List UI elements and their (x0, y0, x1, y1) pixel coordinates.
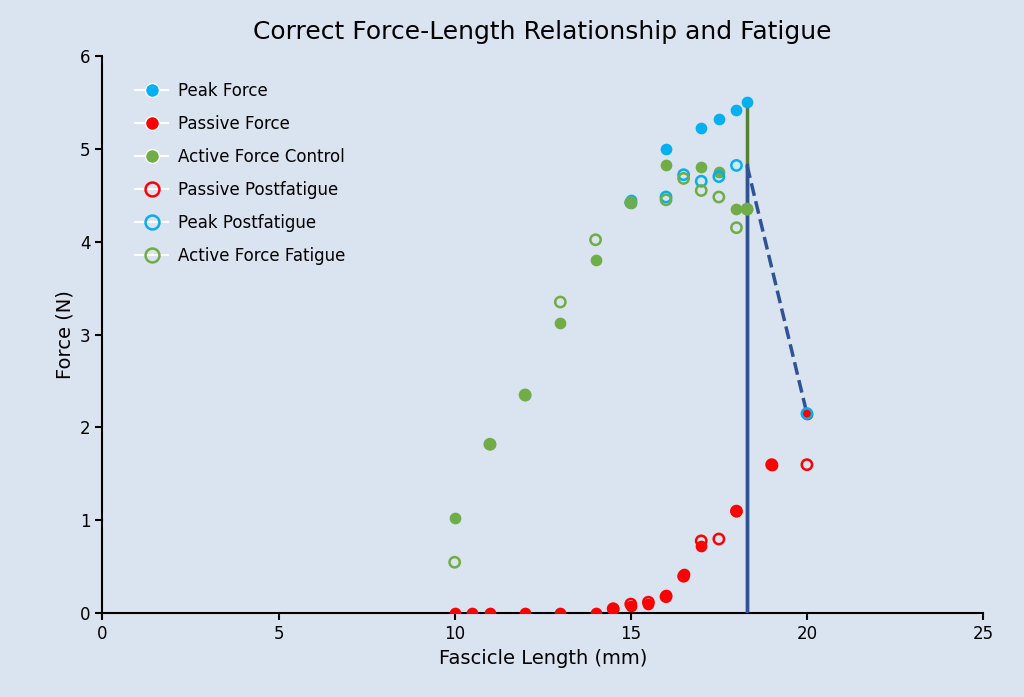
Point (676, 169, 692, 181)
Point (623, 599, 639, 610)
Point (623, 600, 639, 611)
Point (464, 608, 480, 619)
Point (552, 608, 568, 619)
Point (711, 171, 727, 182)
Point (481, 438, 498, 450)
Point (552, 318, 568, 329)
Point (657, 194, 674, 206)
Point (693, 541, 710, 552)
Point (728, 160, 744, 171)
Point (588, 234, 604, 245)
Point (657, 192, 674, 203)
Point (739, 204, 756, 215)
Point (640, 597, 656, 608)
Point (605, 603, 622, 614)
Point (728, 505, 744, 516)
Point (728, 204, 744, 215)
Point (623, 197, 639, 208)
Point (676, 173, 692, 184)
Point (739, 97, 756, 108)
Point (739, 204, 756, 215)
Title: Correct Force-Length Relationship and Fatigue: Correct Force-Length Relationship and Fa… (254, 20, 831, 44)
Point (588, 254, 604, 266)
Point (446, 557, 463, 568)
Point (657, 589, 674, 600)
Point (446, 512, 463, 523)
Point (657, 160, 674, 171)
Point (605, 603, 622, 614)
Point (588, 608, 604, 619)
Point (640, 599, 656, 610)
Y-axis label: Force (N): Force (N) (55, 290, 75, 379)
Point (517, 390, 534, 401)
Point (799, 459, 815, 470)
Point (481, 438, 498, 450)
Point (623, 197, 639, 208)
Point (711, 167, 727, 178)
Point (623, 194, 639, 206)
Point (657, 591, 674, 602)
Point (676, 569, 692, 580)
Point (446, 608, 463, 619)
Point (517, 390, 534, 401)
Point (728, 104, 744, 115)
Point (693, 176, 710, 187)
Point (481, 608, 498, 619)
Point (693, 185, 710, 196)
Point (676, 571, 692, 582)
Point (728, 505, 744, 516)
Point (711, 533, 727, 544)
Point (552, 296, 568, 307)
Point (799, 408, 815, 419)
Point (517, 608, 534, 619)
Point (764, 459, 780, 470)
Legend: Peak Force, Passive Force, Active Force Control, Passive Postfatigue, Peak Postf: Peak Force, Passive Force, Active Force … (128, 75, 352, 272)
Point (693, 162, 710, 173)
Point (693, 123, 710, 134)
Point (711, 192, 727, 203)
Point (623, 197, 639, 208)
Point (693, 535, 710, 546)
Point (657, 143, 674, 154)
Point (799, 408, 815, 419)
Point (711, 114, 727, 125)
Point (728, 222, 744, 233)
X-axis label: Fascicle Length (mm): Fascicle Length (mm) (438, 649, 647, 668)
Point (764, 459, 780, 470)
